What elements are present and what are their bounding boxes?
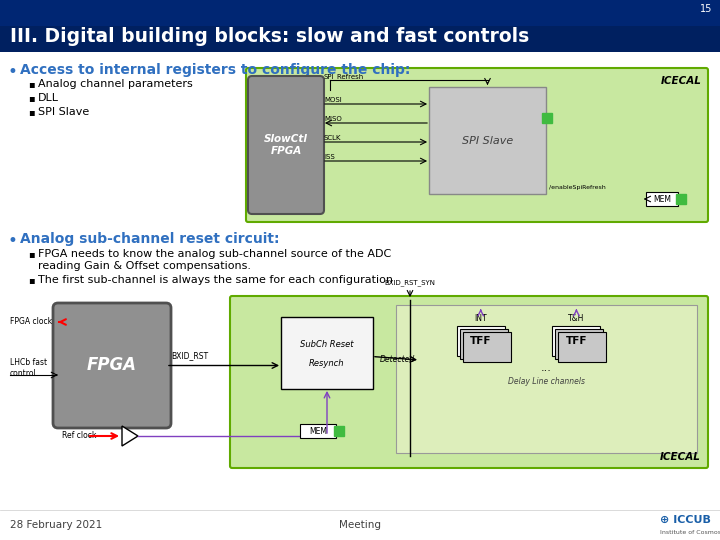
Text: ▪: ▪ bbox=[28, 79, 35, 89]
Text: SPI Slave: SPI Slave bbox=[38, 107, 89, 117]
Text: SubCh Reset: SubCh Reset bbox=[300, 340, 354, 349]
Text: Ref clock: Ref clock bbox=[62, 431, 96, 441]
Text: DLL: DLL bbox=[38, 93, 59, 103]
Text: ICECAL: ICECAL bbox=[661, 76, 702, 86]
Text: Access to internal registers to configure the chip:: Access to internal registers to configur… bbox=[20, 63, 410, 77]
Text: SPI_Refresh: SPI_Refresh bbox=[324, 73, 364, 80]
Bar bbox=[300, 424, 336, 438]
Text: •: • bbox=[8, 232, 18, 250]
Text: MOSI: MOSI bbox=[324, 97, 342, 103]
Text: •: • bbox=[8, 63, 18, 81]
FancyBboxPatch shape bbox=[281, 317, 373, 389]
Bar bbox=[0, 0, 720, 26]
Text: FPGA needs to know the analog sub-channel source of the ADC
reading Gain & Offse: FPGA needs to know the analog sub-channe… bbox=[38, 249, 391, 271]
Text: MEM: MEM bbox=[309, 427, 327, 435]
Text: III. Digital building blocks: slow and fast controls: III. Digital building blocks: slow and f… bbox=[10, 27, 529, 46]
Text: /enableSpiRefresh: /enableSpiRefresh bbox=[549, 185, 606, 190]
Text: BXID_RST_SYN: BXID_RST_SYN bbox=[384, 279, 436, 286]
FancyBboxPatch shape bbox=[396, 305, 697, 453]
Text: SlowCtl
FPGA: SlowCtl FPGA bbox=[264, 134, 308, 156]
FancyBboxPatch shape bbox=[246, 68, 708, 222]
Text: Detected: Detected bbox=[380, 355, 415, 364]
FancyBboxPatch shape bbox=[429, 87, 546, 194]
Bar bbox=[552, 326, 600, 356]
FancyBboxPatch shape bbox=[53, 303, 171, 428]
FancyBboxPatch shape bbox=[248, 76, 324, 214]
Bar bbox=[456, 326, 505, 356]
Text: TFF: TFF bbox=[566, 336, 587, 346]
Bar bbox=[646, 192, 678, 206]
Text: 28 February 2021: 28 February 2021 bbox=[10, 520, 102, 530]
Text: ▪: ▪ bbox=[28, 93, 35, 103]
Text: ▪: ▪ bbox=[28, 275, 35, 285]
Text: ▪: ▪ bbox=[28, 249, 35, 259]
Text: T&H: T&H bbox=[568, 314, 585, 323]
Text: LHCb fast
control: LHCb fast control bbox=[10, 359, 47, 377]
Bar bbox=[559, 332, 606, 362]
Text: MEM: MEM bbox=[653, 194, 671, 204]
Bar bbox=[0, 0, 720, 52]
Text: Institute of Cosmos Sciences: Institute of Cosmos Sciences bbox=[660, 530, 720, 536]
Text: INT: INT bbox=[474, 314, 487, 323]
Bar bbox=[555, 329, 603, 359]
Text: Resynch: Resynch bbox=[310, 359, 345, 368]
Bar bbox=[460, 329, 508, 359]
Text: FPGA clock: FPGA clock bbox=[10, 318, 52, 327]
Text: Analog sub-channel reset circuit:: Analog sub-channel reset circuit: bbox=[20, 232, 279, 246]
Text: TFF: TFF bbox=[470, 336, 492, 346]
Text: BXID_RST: BXID_RST bbox=[171, 352, 208, 361]
Text: Meeting: Meeting bbox=[339, 520, 381, 530]
Text: SPI Slave: SPI Slave bbox=[462, 136, 513, 145]
Text: ⊕ ICCUB: ⊕ ICCUB bbox=[660, 515, 711, 525]
Text: 15: 15 bbox=[700, 4, 712, 14]
Text: Delay Line channels: Delay Line channels bbox=[508, 377, 585, 387]
Text: FPGA: FPGA bbox=[87, 356, 137, 375]
Text: Analog channel parameters: Analog channel parameters bbox=[38, 79, 193, 89]
Polygon shape bbox=[122, 426, 138, 446]
Text: ISS: ISS bbox=[324, 154, 335, 160]
Bar bbox=[463, 332, 510, 362]
Text: ICECAL: ICECAL bbox=[660, 452, 701, 462]
FancyBboxPatch shape bbox=[230, 296, 708, 468]
Text: ...: ... bbox=[541, 363, 552, 373]
Text: SCLK: SCLK bbox=[324, 135, 341, 141]
Text: The first sub-channel is always the same for each configuration: The first sub-channel is always the same… bbox=[38, 275, 393, 285]
Text: MISO: MISO bbox=[324, 116, 342, 122]
Text: ▪: ▪ bbox=[28, 107, 35, 117]
